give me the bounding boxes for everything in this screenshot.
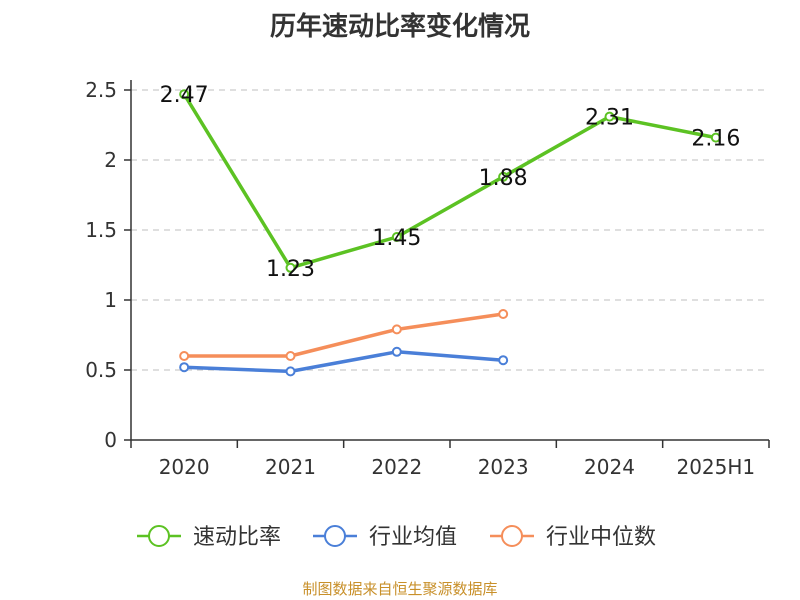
data-point — [179, 89, 190, 100]
data-point — [285, 366, 296, 377]
legend-label: 行业中位数 — [546, 525, 656, 550]
legend-label: 速动比率 — [193, 525, 281, 550]
series-line-2 — [184, 312, 504, 358]
x-tick-label: 2023 — [478, 455, 529, 479]
data-point — [498, 171, 509, 182]
data-point — [179, 362, 190, 373]
x-tick-label: 2020 — [159, 455, 210, 479]
y-tick-label: 1 — [104, 288, 117, 312]
legend-label: 行业均值 — [369, 525, 457, 550]
data-point — [179, 351, 190, 361]
series-line-1 — [184, 350, 504, 374]
y-tick-label: 1.5 — [85, 218, 117, 242]
source-note: 制图数据来自恒生聚源数据库 — [302, 580, 498, 598]
data-label: 2.16 — [691, 127, 740, 152]
data-label: 1.23 — [266, 257, 315, 282]
x-tick-label: 2024 — [584, 455, 635, 479]
legend-marker — [324, 525, 346, 547]
chart-title: 历年速动比率变化情况 — [269, 12, 530, 42]
data-label: 1.45 — [372, 226, 421, 251]
y-tick-label: 0.5 — [85, 358, 117, 382]
data-label: 2.47 — [160, 83, 209, 108]
legend-marker — [501, 525, 523, 547]
data-point — [391, 346, 402, 357]
x-tick-label: 2021 — [265, 455, 316, 479]
data-point — [498, 309, 509, 319]
data-label: 1.88 — [479, 166, 528, 191]
data-label: 2.31 — [585, 106, 634, 131]
data-point — [285, 351, 296, 361]
data-point — [710, 132, 721, 143]
series-line-0 — [182, 93, 717, 270]
data-point — [498, 355, 509, 366]
y-tick-label: 0 — [104, 428, 117, 452]
y-tick-label: 2 — [104, 148, 117, 172]
x-tick-label: 2022 — [371, 455, 422, 479]
data-point — [391, 324, 402, 335]
data-point — [285, 262, 296, 273]
data-point — [391, 232, 402, 242]
y-tick-label: 2.5 — [85, 78, 117, 102]
x-tick-label: 2025H1 — [676, 455, 755, 479]
data-point — [604, 111, 615, 122]
legend-marker — [148, 525, 170, 547]
